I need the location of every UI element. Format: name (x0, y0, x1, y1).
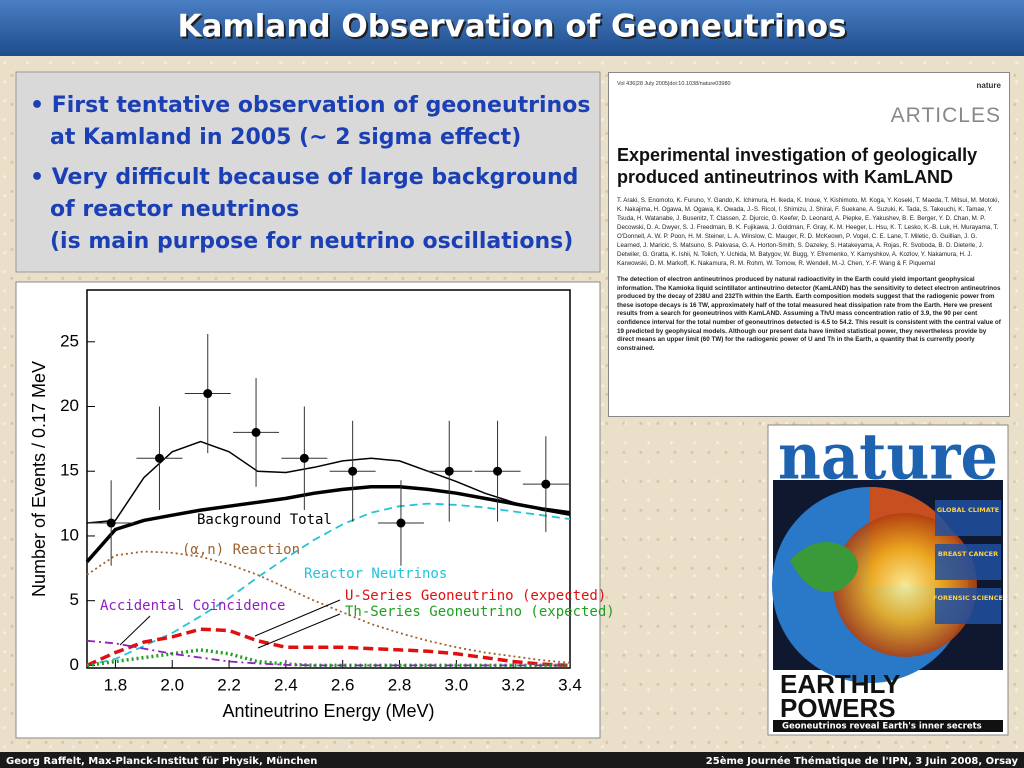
x-axis-label: Antineutrino Energy (MeV) (222, 701, 434, 721)
series-line (86, 440, 571, 524)
cover-tagline: Geoneutrinos reveal Earth's inner secret… (782, 722, 982, 732)
cover-masthead: nature (778, 420, 998, 495)
x-tick-label: 2.0 (160, 675, 184, 694)
y-tick-label: 20 (60, 396, 79, 415)
series-line (86, 627, 571, 668)
sidebar-heading: BREAST CANCER (938, 550, 998, 558)
series-label: (α,n) Reaction (182, 542, 300, 558)
title-shadow: Kamland Observation of Geoneutrinos (180, 11, 849, 47)
x-tick-label: 2.4 (274, 675, 298, 694)
series-line (86, 648, 570, 668)
paper-title: Experimental investigation of geological… (617, 145, 978, 187)
nature-cover: nature GLOBAL CLIMATE BREAST CANCER FORENSI… (767, 420, 1009, 736)
series-label: Accidental Coincidence (100, 598, 285, 614)
arrow (257, 613, 341, 649)
plot-frame (86, 289, 571, 669)
sidebar-heading: GLOBAL CLIMATE (937, 506, 999, 514)
x-tick-label: 2.8 (388, 675, 412, 694)
paper-header-row: Vol 436|28 July 2005|doi:10.1038/nature0… (617, 81, 1001, 90)
data-point (348, 466, 358, 476)
x-tick-label: 2.6 (331, 675, 355, 694)
y-tick-label: 25 (60, 331, 79, 350)
arrow (254, 599, 341, 637)
cover-headline: POWERS (780, 693, 896, 723)
bullets: • First tentative observation of geoneut… (30, 93, 590, 254)
series-label: Th-Series Geoneutrino (expected) (345, 604, 615, 620)
sidebar-box (935, 588, 1001, 624)
x-tick-label: 3.4 (558, 675, 582, 694)
chart-box (15, 281, 601, 739)
bullet-line: at Kamland in 2005 (~ 2 sigma effect) (50, 125, 521, 150)
sidebar-box (935, 500, 1001, 536)
title: Kamland Observation of Geoneutrinos (178, 9, 847, 45)
series-label: Background Total (197, 512, 332, 528)
footer-bar (0, 752, 1024, 768)
series-line (85, 485, 571, 563)
x-tick-label: 1.8 (104, 675, 128, 694)
bullet-line: • First tentative observation of geoneut… (30, 93, 590, 118)
series-line (86, 502, 571, 667)
y-tick-label: 15 (60, 461, 79, 480)
text-box (15, 71, 601, 273)
paper-journal: nature (976, 81, 1001, 90)
x-tick-label: 2.2 (217, 675, 241, 694)
y-tick-label: 0 (70, 655, 79, 674)
data-point (541, 479, 551, 489)
data-point (299, 453, 309, 463)
data-point (444, 466, 454, 476)
paper-authors: T. Araki, S. Enomoto, K. Furuno, Y. Gand… (617, 197, 1000, 267)
series-label: Reactor Neutrinos (304, 566, 447, 582)
bullet-line: of reactor neutrinos (50, 197, 299, 222)
x-tick-label: 3.2 (501, 675, 525, 694)
bullet-line: • Very difficult because of large backgr… (30, 165, 578, 190)
data-point (154, 453, 164, 463)
arrow (119, 615, 151, 646)
paper-abstract: The detection of electron antineutrinos … (617, 276, 1001, 352)
x-tick-label: 3.0 (445, 675, 469, 694)
footer-left: Georg Raffelt, Max-Planck-Institut für P… (6, 756, 317, 767)
y-tick-label: 10 (60, 525, 79, 544)
data-point (203, 389, 213, 399)
paper-section: ARTICLES (890, 104, 1001, 127)
chart: 1.8 2.0 2.2 2.4 2.6 2.8 3.0 3.2 3.4 0 5 10 15 20 25 Ant… (29, 289, 615, 721)
series-label: U-Series Geoneutrino (expected) (345, 588, 606, 604)
footer-right: 25ème Journée Thématique de l'IPN, 3 Jui… (706, 755, 1019, 767)
data-point (493, 466, 503, 476)
cover-headline: EARTHLY (780, 669, 900, 699)
tagline-bar (773, 720, 1003, 732)
title-bar (0, 0, 1024, 56)
sidebar-heading: FORENSIC SCIENCE (933, 594, 1003, 602)
paper-header: Vol 436|28 July 2005|doi:10.1038/nature0… (617, 81, 731, 87)
bullet-line: (is main purpose for neutrino oscillatio… (50, 229, 573, 254)
y-axis-label: Number of Events / 0.17 MeV (29, 361, 49, 597)
data-point (396, 518, 406, 528)
data-point (251, 427, 261, 437)
paper-page: Vol 436|28 July 2005|doi:10.1038/nature0… (608, 72, 1010, 417)
series-line (86, 550, 571, 664)
continent (790, 542, 858, 592)
data-point (106, 518, 116, 528)
y-tick-label: 5 (70, 590, 79, 609)
sidebar-box (935, 544, 1001, 580)
